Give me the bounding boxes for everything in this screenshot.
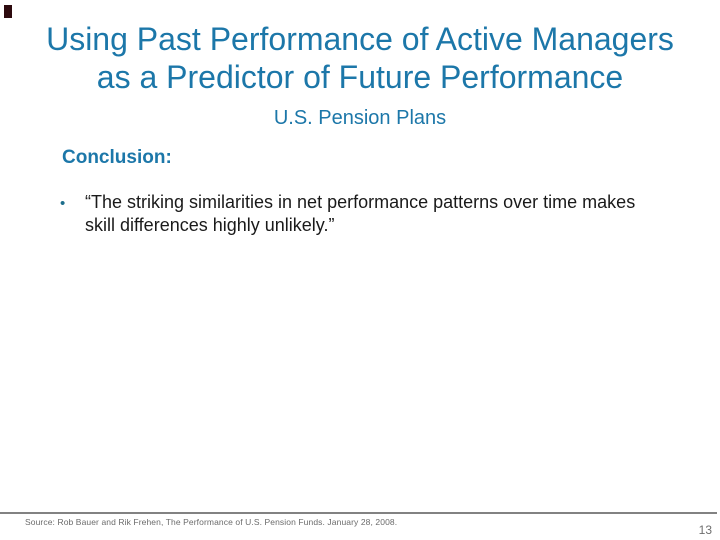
- slide-subtitle: U.S. Pension Plans: [273, 107, 447, 129]
- source-note: Source: Rob Bauer and Rik Frehen, The Pe…: [25, 517, 398, 527]
- bullet-item: • “The striking similarities in net perf…: [60, 191, 660, 237]
- conclusion-heading: Conclusion:: [62, 147, 172, 168]
- bullet-text: “The striking similarities in net perfor…: [85, 192, 636, 235]
- slide-title: Using Past Performance of Active Manager…: [0, 20, 720, 96]
- page-number: 13: [698, 523, 712, 537]
- corner-mark: [4, 5, 12, 18]
- footer-divider: [0, 512, 717, 514]
- slide-title-line-1: Using Past Performance of Active Manager…: [46, 21, 674, 57]
- bullet-dot-icon: •: [60, 195, 66, 212]
- slide-title-line-2: as a Predictor of Future Performance: [96, 59, 624, 95]
